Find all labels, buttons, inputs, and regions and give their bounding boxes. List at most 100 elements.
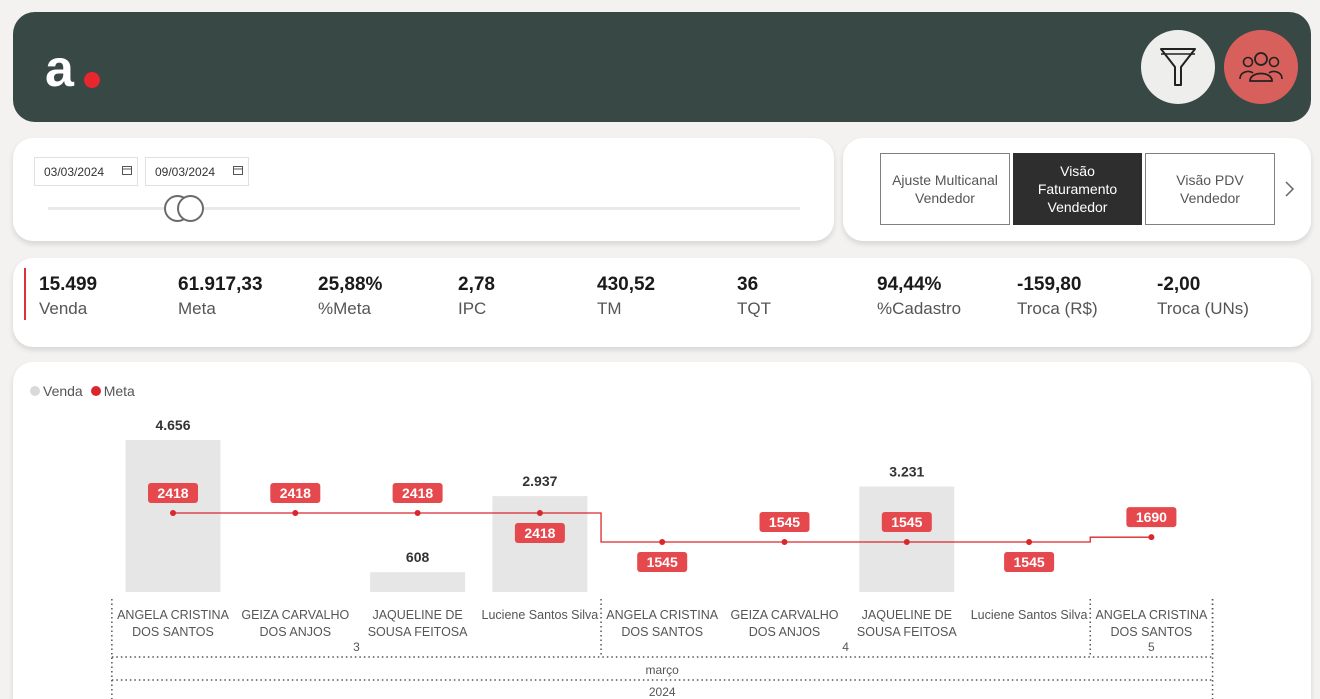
view-button-label: Visão Faturamento Vendedor	[1037, 163, 1118, 215]
x-category-label: JAQUELINE DE	[372, 608, 462, 622]
kpi-label: IPC	[458, 299, 487, 318]
meta-label-bg	[637, 552, 688, 572]
meta-label-bg	[270, 483, 321, 503]
meta-label-bg	[1004, 552, 1055, 572]
x-category-label: ANGELA CRISTINA	[1095, 608, 1207, 622]
x-category-label: DOS SANTOS	[132, 625, 214, 639]
x-category-label: ANGELA CRISTINA	[117, 608, 229, 622]
date-range-card: 03/03/2024 09/03/2024	[13, 138, 834, 241]
x-category-label: DOS SANTOS	[1111, 625, 1193, 639]
slider-end-handle[interactable]	[177, 195, 204, 222]
kpi-value: 36	[737, 274, 759, 295]
kpi-percent-meta: 25,88% %Meta	[318, 274, 382, 319]
legend-label-meta[interactable]: Meta	[103, 383, 135, 399]
group-label: 3	[353, 640, 360, 654]
kpi-value: 430,52	[597, 274, 656, 295]
calendar-icon	[233, 166, 243, 175]
x-category-label: DOS ANJOS	[749, 625, 821, 639]
people-button[interactable]	[1224, 30, 1298, 104]
meta-point	[903, 539, 910, 545]
people-group-icon	[1239, 52, 1283, 82]
app-header: a	[13, 12, 1311, 122]
meta-point	[781, 539, 788, 545]
kpi-value: -2,00	[1157, 274, 1201, 295]
end-date-value: 09/03/2024	[155, 165, 216, 179]
meta-data-label: 2418	[157, 485, 188, 501]
meta-label-bg	[1126, 507, 1177, 528]
kpi-ipc: 2,78 IPC	[458, 274, 495, 319]
kpi-value: 25,88%	[318, 274, 383, 295]
venda-data-label: 4.656	[155, 417, 190, 433]
kpi-card: 15.499 Venda 61.917,33 Meta 25,88% %Meta…	[13, 258, 1311, 347]
view-button-label: Ajuste Multicanal Vendedor	[892, 172, 998, 206]
x-category-label: DOS ANJOS	[260, 625, 332, 639]
meta-point	[170, 510, 176, 516]
meta-label-bg	[148, 483, 198, 503]
venda-data-label: 608	[406, 549, 430, 565]
venda-data-label: 2.937	[522, 473, 557, 489]
meta-data-label: 1545	[891, 514, 922, 530]
date-slider-track[interactable]	[48, 207, 800, 210]
meta-point	[536, 510, 543, 516]
kpi-tm: 430,52 TM	[597, 274, 655, 319]
group-label: 4	[842, 640, 849, 654]
kpi-label: TM	[597, 299, 622, 318]
start-date-input[interactable]: 03/03/2024	[34, 157, 138, 186]
meta-label-bg	[881, 512, 932, 532]
view-selector-card: Ajuste Multicanal Vendedor Visão Faturam…	[843, 138, 1311, 241]
kpi-venda: 15.499 Venda	[39, 274, 97, 319]
kpi-label: Venda	[39, 299, 88, 318]
kpi-value: -159,80	[1017, 274, 1082, 295]
chart-card: Venda Meta 4.656 608 2.937 3.231 2418 2418 241…	[13, 362, 1311, 699]
meta-point	[1148, 534, 1155, 541]
x-category-label: SOUSA FEITOSA	[368, 625, 468, 639]
group-label: 5	[1148, 640, 1155, 654]
end-date-input[interactable]: 09/03/2024	[145, 157, 249, 186]
meta-data-label: 1545	[769, 514, 800, 530]
brand-logo: a	[45, 42, 100, 94]
meta-label-bg	[514, 523, 565, 543]
meta-data-label: 2418	[524, 525, 555, 541]
x-category-label: GEIZA CARVALHO	[731, 608, 839, 622]
view-faturamento-button[interactable]: Visão Faturamento Vendedor	[1013, 153, 1142, 225]
chevron-right-icon[interactable]	[1282, 180, 1296, 198]
svg-text:a: a	[45, 42, 75, 94]
meta-data-label: 1690	[1136, 509, 1167, 525]
meta-label-bg	[392, 483, 443, 503]
kpi-troca-valor: -159,80 Troca (R$)	[1017, 274, 1098, 319]
kpi-label: TQT	[737, 299, 771, 318]
kpi-label: Meta	[178, 299, 216, 318]
view-button-label: Visão PDV Vendedor	[1176, 172, 1244, 206]
kpi-troca-unidades: -2,00 Troca (UNs)	[1157, 274, 1249, 319]
meta-data-label: 2418	[280, 485, 311, 501]
filter-funnel-icon	[1160, 48, 1196, 86]
view-ajuste-multicanal-button[interactable]: Ajuste Multicanal Vendedor	[880, 153, 1010, 225]
legend-label-venda[interactable]: Venda	[43, 383, 83, 399]
x-category-label: Luciene Santos Silva	[482, 608, 599, 622]
kpi-meta: 61.917,33 Meta	[178, 274, 263, 319]
x-category-label: GEIZA CARVALHO	[241, 608, 349, 622]
kpi-cadastro: 94,44% %Cadastro	[877, 274, 961, 319]
kpi-value: 94,44%	[877, 274, 942, 295]
kpi-label: Troca (R$)	[1017, 299, 1098, 318]
month-label: março	[646, 663, 680, 677]
legend-dot-meta	[90, 386, 101, 396]
meta-line	[173, 512, 1152, 543]
calendar-icon	[122, 166, 132, 175]
x-category-label: ANGELA CRISTINA	[606, 608, 718, 622]
meta-data-label: 1545	[647, 554, 678, 570]
kpi-label: Troca (UNs)	[1157, 299, 1249, 318]
meta-data-label: 2418	[402, 485, 433, 501]
filter-button[interactable]	[1141, 30, 1215, 104]
venda-data-label: 3.231	[889, 464, 924, 480]
meta-point	[659, 539, 666, 545]
kpi-value: 61.917,33	[178, 274, 263, 295]
x-category-label: SOUSA FEITOSA	[857, 625, 957, 639]
start-date-value: 03/03/2024	[44, 165, 105, 179]
meta-point	[1026, 539, 1033, 545]
kpi-label: %Cadastro	[877, 299, 962, 318]
view-pdv-button[interactable]: Visão PDV Vendedor	[1145, 153, 1275, 225]
kpi-tqt: 36 TQT	[737, 274, 771, 319]
chart-legend: Venda Meta	[30, 383, 135, 399]
legend-dot-venda	[30, 386, 40, 396]
